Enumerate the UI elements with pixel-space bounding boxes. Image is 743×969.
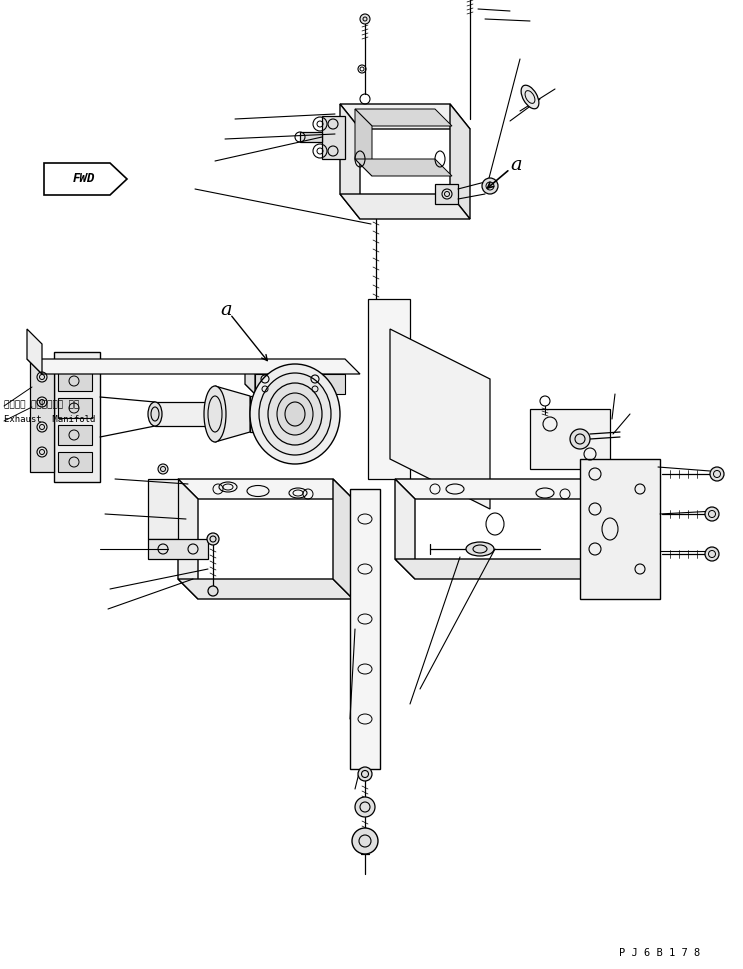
Polygon shape	[395, 480, 415, 579]
Circle shape	[352, 828, 378, 854]
Circle shape	[710, 467, 724, 482]
Polygon shape	[395, 480, 615, 499]
Circle shape	[358, 767, 372, 781]
Polygon shape	[245, 364, 255, 394]
Text: P J 6 B 1 7 8: P J 6 B 1 7 8	[619, 947, 700, 957]
Polygon shape	[355, 160, 452, 176]
Polygon shape	[435, 185, 458, 204]
Ellipse shape	[250, 364, 340, 464]
Circle shape	[705, 508, 719, 521]
Ellipse shape	[268, 384, 322, 446]
Circle shape	[355, 797, 375, 817]
Polygon shape	[255, 375, 345, 394]
Polygon shape	[58, 453, 92, 473]
Polygon shape	[27, 329, 42, 375]
Ellipse shape	[521, 86, 539, 109]
Polygon shape	[155, 402, 215, 426]
Text: Exhaust  Manifold: Exhaust Manifold	[4, 415, 95, 424]
Polygon shape	[178, 480, 353, 499]
Polygon shape	[58, 425, 92, 446]
Ellipse shape	[277, 393, 313, 435]
Circle shape	[570, 429, 590, 450]
Polygon shape	[580, 459, 660, 600]
Circle shape	[705, 547, 719, 561]
Ellipse shape	[466, 543, 494, 556]
Polygon shape	[58, 398, 92, 419]
Polygon shape	[333, 480, 353, 600]
Polygon shape	[178, 480, 198, 600]
Polygon shape	[322, 117, 345, 160]
Text: FWD: FWD	[73, 172, 95, 185]
Ellipse shape	[259, 374, 331, 455]
Polygon shape	[340, 195, 470, 220]
Circle shape	[158, 464, 168, 475]
Ellipse shape	[285, 402, 305, 426]
Polygon shape	[450, 105, 470, 220]
Polygon shape	[340, 105, 470, 130]
Polygon shape	[300, 133, 322, 142]
Polygon shape	[178, 579, 353, 600]
Polygon shape	[340, 105, 360, 220]
Polygon shape	[595, 480, 615, 579]
Circle shape	[207, 534, 219, 546]
Polygon shape	[58, 372, 92, 391]
Circle shape	[482, 179, 498, 195]
Circle shape	[360, 15, 370, 25]
Polygon shape	[245, 385, 345, 394]
Ellipse shape	[204, 387, 226, 443]
Polygon shape	[368, 299, 410, 480]
Polygon shape	[395, 559, 615, 579]
Polygon shape	[27, 359, 360, 375]
Polygon shape	[530, 410, 610, 470]
Polygon shape	[350, 489, 380, 769]
Polygon shape	[355, 109, 372, 176]
Text: エキゾー ストマニホー ルド: エキゾー ストマニホー ルド	[4, 400, 80, 409]
Polygon shape	[148, 540, 208, 559]
Polygon shape	[148, 480, 178, 540]
Polygon shape	[30, 362, 54, 473]
Polygon shape	[355, 109, 452, 127]
Text: a: a	[220, 300, 232, 319]
Polygon shape	[390, 329, 490, 510]
Circle shape	[208, 586, 218, 596]
Polygon shape	[215, 387, 250, 443]
Polygon shape	[54, 353, 100, 483]
Polygon shape	[250, 396, 305, 432]
Text: a: a	[510, 156, 522, 173]
Ellipse shape	[148, 402, 162, 426]
